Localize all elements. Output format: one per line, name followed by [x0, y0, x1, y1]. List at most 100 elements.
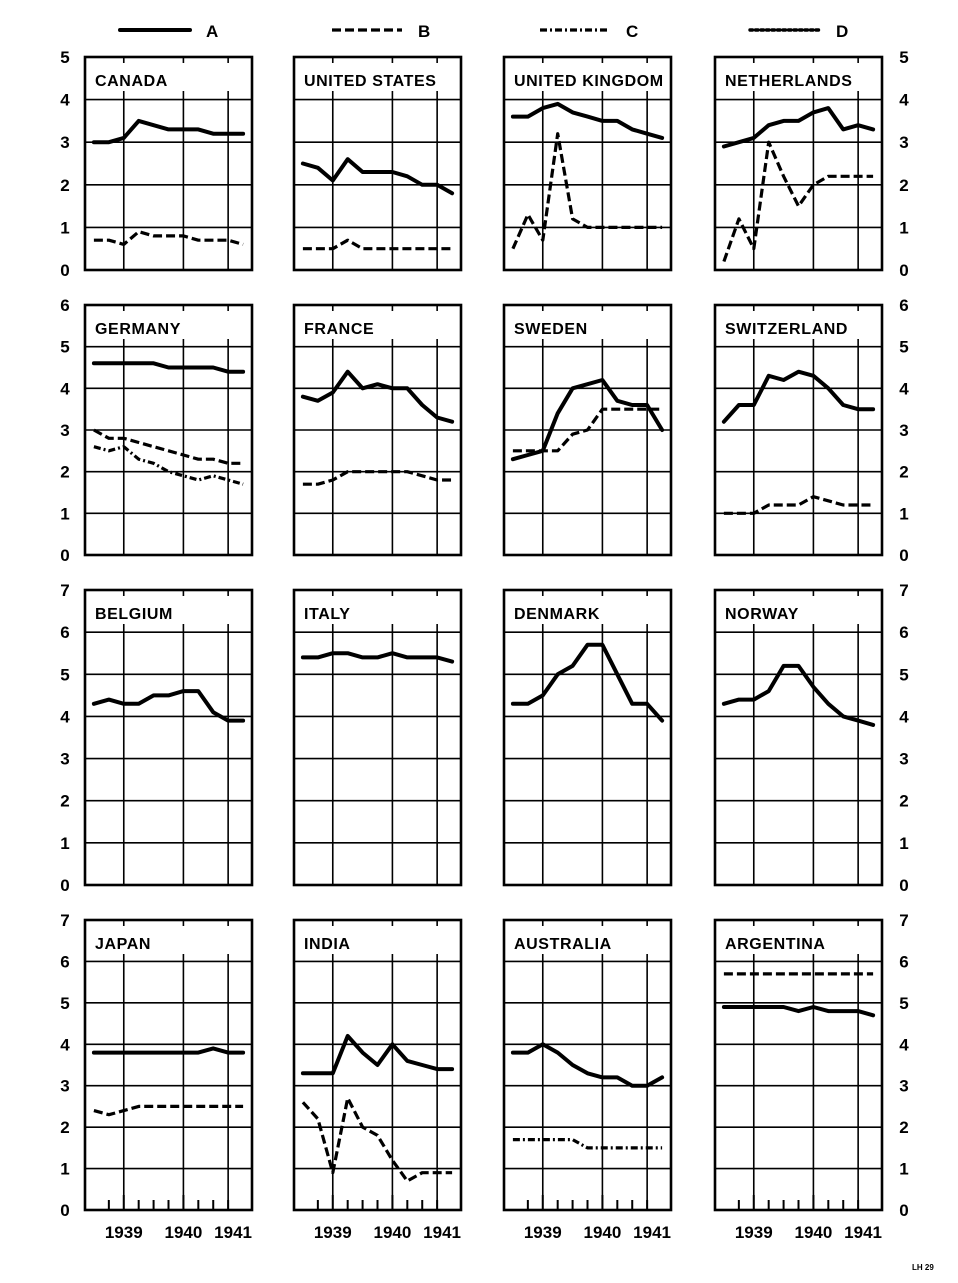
series-line-sweden-a	[510, 378, 665, 462]
panel-title-bg	[721, 63, 876, 91]
y-tick-label-right-norway-4: 4	[899, 707, 909, 726]
y-tick-label-left-belgium-1: 1	[60, 834, 69, 853]
y-tick-label-left-germany-2: 2	[60, 463, 69, 482]
series-line-united-states-a	[300, 157, 455, 196]
y-tick-label-right-norway-3: 3	[899, 750, 908, 769]
y-tick-label-right-switzerland-1: 1	[899, 504, 908, 523]
panel-title-bg	[91, 926, 246, 954]
panel-title-united-kingdom: UNITED KINGDOM	[514, 73, 664, 90]
y-tick-label-left-japan-3: 3	[60, 1077, 69, 1096]
y-tick-label-left-germany-6: 6	[60, 296, 69, 315]
panel-canada: CANADA	[83, 55, 254, 272]
panel-united-kingdom: UNITED KINGDOM	[502, 55, 673, 272]
panel-frame	[502, 55, 673, 272]
panel-denmark: DENMARK	[502, 588, 673, 887]
panel-title-india: INDIA	[304, 936, 351, 953]
y-tick-label-right-netherlands-5: 5	[899, 48, 908, 67]
y-tick-label-right-norway-5: 5	[899, 665, 908, 684]
series-line-sweden-b	[512, 407, 663, 453]
series-line-united-kingdom-a	[510, 101, 665, 140]
y-tick-label-left-japan-7: 7	[60, 911, 69, 930]
panel-japan: JAPAN 1939 1940 1941	[83, 918, 254, 1242]
y-tick-label-left-belgium-6: 6	[60, 623, 69, 642]
y-tick-label-left-belgium-0: 0	[60, 876, 69, 895]
y-tick-label-right-argentina-1: 1	[899, 1160, 908, 1179]
panel-frame	[83, 588, 254, 887]
x-tick-label-1941: 1941	[633, 1223, 671, 1242]
panel-title-bg	[510, 596, 665, 624]
panel-title-italy: ITALY	[304, 606, 351, 623]
panel-italy: ITALY	[292, 588, 463, 887]
series-line-germany-b	[93, 428, 244, 465]
panel-germany: GERMANY	[83, 303, 254, 557]
x-tick-label-1941: 1941	[423, 1223, 461, 1242]
x-tick-label-1939: 1939	[314, 1223, 352, 1242]
panel-frame	[713, 303, 884, 557]
legend-label-b: B	[418, 22, 430, 41]
y-tick-label-right-norway-2: 2	[899, 792, 908, 811]
panel-frame	[292, 588, 463, 887]
panel-title-united-states: UNITED STATES	[304, 73, 437, 90]
panel-united-states: UNITED STATES	[292, 55, 463, 272]
y-tick-label-left-japan-6: 6	[60, 952, 69, 971]
y-tick-label-right-switzerland-4: 4	[899, 379, 909, 398]
y-tick-label-left-belgium-5: 5	[60, 665, 69, 684]
y-tick-label-left-germany-4: 4	[60, 379, 70, 398]
series-line-netherlands-a	[721, 106, 876, 149]
y-tick-label-right-netherlands-4: 4	[899, 91, 909, 110]
series-line-japan-a	[91, 1046, 246, 1055]
y-tick-label-left-japan-5: 5	[60, 994, 69, 1013]
y-axis-labels: 0 1 2 3 4 5 0 1 2 3 4 5 0 1 2 3 4 5 6 0 1 2 3 4 5 6 0 1 2 3 4 5 6 7 0 1 2 3 4 5…	[60, 48, 909, 1220]
legend-label-c: C	[626, 22, 638, 41]
panel-title-argentina: ARGENTINA	[725, 936, 826, 953]
panel-title-bg	[300, 596, 455, 624]
x-tick-label-1940: 1940	[164, 1223, 202, 1242]
panel-title-bg	[300, 926, 455, 954]
y-tick-label-right-netherlands-1: 1	[899, 218, 908, 237]
series-line-denmark-a	[510, 642, 665, 723]
panel-title-germany: GERMANY	[95, 321, 181, 338]
y-tick-label-left-japan-2: 2	[60, 1118, 69, 1137]
series-line-japan-b	[93, 1104, 244, 1117]
panel-title-japan: JAPAN	[95, 936, 151, 953]
x-tick-label-1940: 1940	[583, 1223, 621, 1242]
y-tick-label-left-canada-1: 1	[60, 218, 69, 237]
series-line-belgium-a	[91, 689, 246, 723]
x-tick-label-1941: 1941	[844, 1223, 882, 1242]
y-tick-label-right-argentina-2: 2	[899, 1118, 908, 1137]
panel-argentina: ARGENTINA 1939 1940 1941	[713, 918, 884, 1242]
x-tick-label-1939: 1939	[105, 1223, 143, 1242]
panel-norway: NORWAY	[713, 588, 884, 887]
y-tick-label-right-switzerland-0: 0	[899, 546, 908, 565]
y-tick-label-left-belgium-7: 7	[60, 581, 69, 600]
corner-code: LH 29	[912, 1263, 934, 1272]
y-tick-label-right-switzerland-5: 5	[899, 338, 908, 357]
series-line-netherlands-b	[722, 140, 874, 263]
y-tick-label-left-japan-0: 0	[60, 1201, 69, 1220]
panel-frame	[83, 303, 254, 557]
y-tick-label-right-argentina-7: 7	[899, 911, 908, 930]
x-tick-label-1941: 1941	[214, 1223, 252, 1242]
panel-title-denmark: DENMARK	[514, 606, 600, 623]
series-line-germany-c	[93, 445, 244, 486]
panel-title-bg	[721, 311, 876, 339]
panel-title-bg	[91, 63, 246, 91]
series-line-australia-a	[510, 1042, 665, 1088]
y-tick-label-right-norway-7: 7	[899, 581, 908, 600]
panel-india: INDIA 1939 1940 1941	[292, 918, 463, 1242]
panel-australia: AUSTRALIA 1939 1940 1941	[502, 918, 673, 1242]
y-tick-label-left-canada-3: 3	[60, 133, 69, 152]
panel-frame	[502, 303, 673, 557]
series-line-india-a	[300, 1034, 455, 1076]
panel-france: FRANCE	[292, 303, 463, 557]
panel-title-switzerland: SWITZERLAND	[725, 321, 848, 338]
y-tick-label-left-canada-0: 0	[60, 261, 69, 280]
panel-belgium: BELGIUM	[83, 588, 254, 887]
legend: A B C D	[118, 22, 848, 41]
y-tick-label-right-norway-6: 6	[899, 623, 908, 642]
y-tick-label-right-argentina-6: 6	[899, 952, 908, 971]
y-tick-label-right-argentina-0: 0	[899, 1201, 908, 1220]
y-tick-label-right-switzerland-6: 6	[899, 296, 908, 315]
panel-title-bg	[510, 63, 665, 91]
